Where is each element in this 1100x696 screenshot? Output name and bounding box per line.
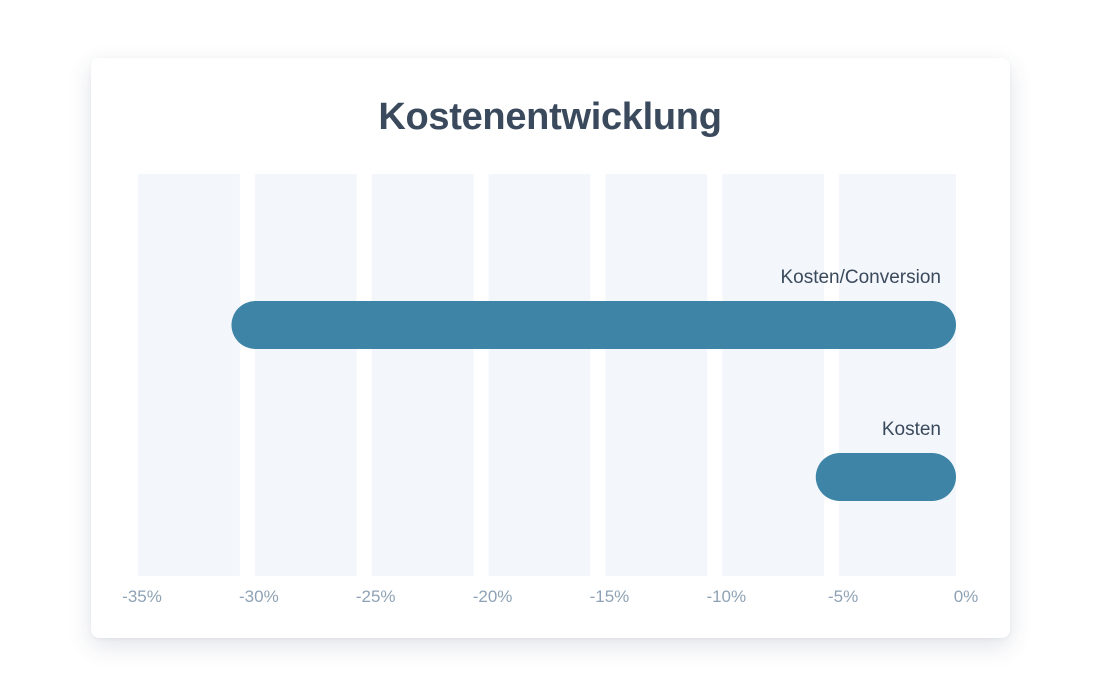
grid-band [138, 174, 240, 576]
grid-band [839, 174, 956, 576]
bar [231, 301, 956, 349]
bar-label: Kosten/Conversion [780, 267, 941, 288]
x-tick-label: -15% [590, 587, 630, 606]
grid-band [605, 174, 708, 576]
x-tick-label: 0% [954, 587, 979, 606]
x-tick-label: -35% [122, 587, 162, 606]
grid-band [488, 174, 591, 576]
bar-label: Kosten [882, 419, 941, 440]
grid-band [254, 174, 357, 576]
x-tick-label: -25% [356, 587, 396, 606]
x-tick-label: -30% [239, 587, 279, 606]
x-tick-label: -5% [828, 587, 858, 606]
grid-band [371, 174, 474, 576]
bar [815, 453, 956, 501]
x-tick-label: -10% [706, 587, 746, 606]
x-tick-label: -20% [473, 587, 513, 606]
grid-band [722, 174, 825, 576]
chart-title: Kostenentwicklung [378, 96, 722, 138]
